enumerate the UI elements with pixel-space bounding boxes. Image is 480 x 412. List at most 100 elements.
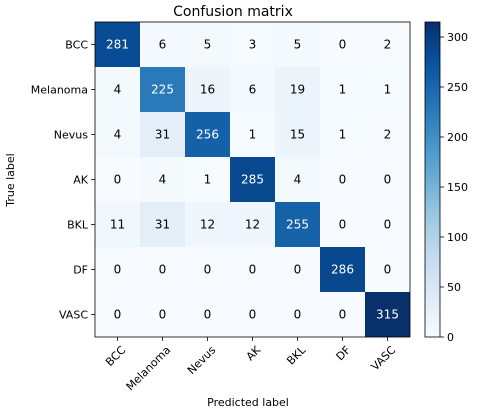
matrix-cell [230,202,275,247]
colorbar-tick-label: 0 [447,331,454,344]
y-tick-label: Melanoma [31,84,88,97]
cell-value-label: 0 [294,263,302,277]
cell-value-label: 0 [114,173,122,187]
cell-value-label: 31 [155,218,170,232]
cell-value-label: 12 [200,218,215,232]
matrix-cell [95,67,140,112]
matrix-cell [365,247,410,292]
cell-value-label: 0 [339,38,347,52]
cell-value-label: 0 [114,308,122,322]
cell-value-label: 2 [384,128,392,142]
cell-value-label: 6 [159,38,167,52]
matrix-cell [230,67,275,112]
cell-value-label: 0 [114,263,122,277]
colorbar-ticks: 0 50 100 150 200 250 300 [440,31,468,344]
matrix-cell [320,67,365,112]
matrix-cell [230,247,275,292]
matrix-cell [320,247,365,292]
matrix-cell [230,112,275,157]
matrix-cell [275,112,320,157]
colorbar-tick-label: 200 [447,131,468,144]
cell-value-label: 0 [249,263,257,277]
y-axis-ticks: BCC Melanoma Nevus AK BKL DF VASC [31,39,95,322]
matrix-cell [320,112,365,157]
matrix-cell [185,67,230,112]
matrix-cell [320,157,365,202]
cell-value-label: 16 [200,83,215,97]
cell-value-label: 12 [245,218,260,232]
matrix-cell [275,202,320,247]
x-tick-label: Melanoma [124,344,174,394]
cell-value-label: 255 [286,218,309,232]
y-axis-label: True label [4,153,17,207]
matrix-cell [230,22,275,67]
cell-value-label: 286 [331,263,354,277]
cell-value-label: 4 [114,128,122,142]
x-tick-label: VASC [369,343,399,373]
cell-value-label: 0 [204,263,212,277]
y-tick-label: VASC [59,309,88,322]
chart-title: Confusion matrix [173,4,293,20]
cell-value-label: 5 [204,38,212,52]
cell-value-label: 0 [204,308,212,322]
matrix-cell [95,157,140,202]
cell-value-label: 0 [384,218,392,232]
colorbar-tick-label: 150 [447,181,468,194]
cell-value-label: 285 [241,173,264,187]
cell-value-label: 256 [196,128,219,142]
cell-value-label: 4 [294,173,302,187]
matrix-cell [275,67,320,112]
matrix-cell [95,22,140,67]
matrix-cell [140,112,185,157]
cell-value-label: 0 [339,218,347,232]
cell-value-label: 225 [151,83,174,97]
x-tick-label: AK [244,343,264,363]
cell-value-label: 0 [384,263,392,277]
x-tick-label: BKL [284,343,309,368]
cell-value-labels: 281 6 5 3 5 0 24 225 16 6 19 1 14 31 256 1 15 1 20 4 1 285 4 0 0… [106,38,399,322]
cell-value-label: 0 [384,173,392,187]
y-tick-label: BKL [67,219,89,232]
matrix-cell [320,22,365,67]
cell-value-label: 5 [294,38,302,52]
matrix-cell [140,157,185,202]
colorbar-tick-label: 100 [447,231,468,244]
cell-value-label: 1 [249,128,257,142]
matrix-cells [95,22,410,337]
matrix-cell [365,112,410,157]
cell-value-label: 19 [290,83,305,97]
matrix-cell [185,292,230,337]
matrix-cell [275,157,320,202]
colorbar-tick-label: 50 [447,281,461,294]
matrix-cell [365,292,410,337]
cell-value-label: 281 [106,38,129,52]
cell-value-label: 0 [339,173,347,187]
cell-value-label: 4 [159,173,167,187]
matrix-cell [275,247,320,292]
matrix-cell [140,67,185,112]
y-tick-label: BCC [65,39,88,52]
matrix-cell [140,202,185,247]
cell-value-label: 15 [290,128,305,142]
matrix-cell [95,202,140,247]
cell-value-label: 3 [249,38,257,52]
cell-value-label: 0 [159,308,167,322]
cell-value-label: 11 [110,218,125,232]
matrix-cell [320,292,365,337]
matrix-cell [185,112,230,157]
colorbar-tick-label: 300 [447,31,468,44]
colorbar [424,21,441,338]
matrix-cell [365,157,410,202]
cell-value-label: 6 [249,83,257,97]
matrix-cell [95,292,140,337]
matrix-cell [140,247,185,292]
cell-value-label: 0 [249,308,257,322]
matrix-cell [275,22,320,67]
matrix-cell [320,202,365,247]
matrix-cell [140,22,185,67]
y-tick-label: DF [73,264,88,277]
cell-value-label: 4 [114,83,122,97]
matrix-cell [365,202,410,247]
